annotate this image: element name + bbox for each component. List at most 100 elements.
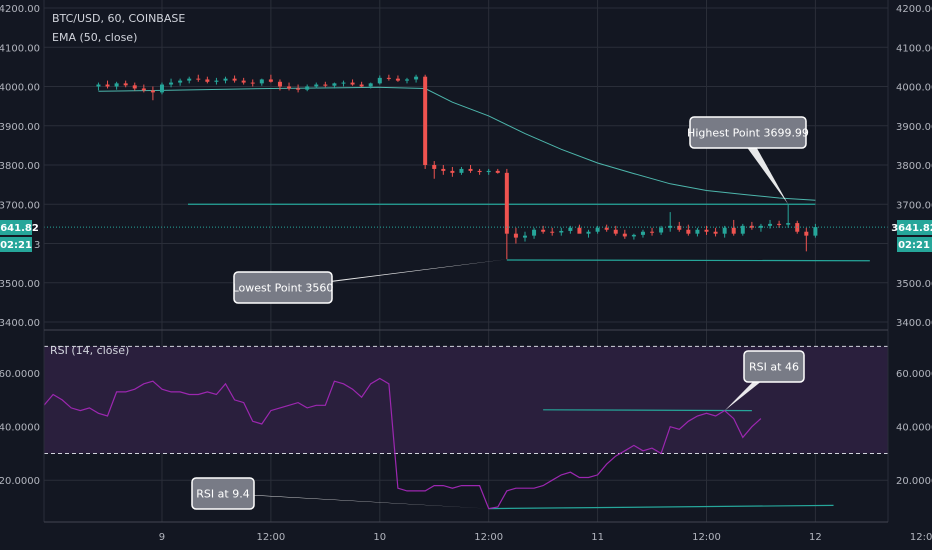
candle-body-76[interactable] <box>786 223 791 225</box>
candle-body-9[interactable] <box>178 80 183 83</box>
price-trendline-1 <box>506 259 870 262</box>
candle-body-63[interactable] <box>668 225 673 228</box>
candle-body-34[interactable] <box>405 79 410 81</box>
candle-body-13[interactable] <box>214 80 219 82</box>
candle-body-15[interactable] <box>232 78 237 81</box>
price-tick-left-6: 4000.00 <box>0 83 40 94</box>
price-tick-right-5: 3900.00 <box>896 122 932 133</box>
candle-body-49[interactable] <box>541 229 546 232</box>
candle-body-42[interactable] <box>477 170 482 173</box>
candle-body-36[interactable] <box>423 76 428 165</box>
candle-body-52[interactable] <box>568 227 573 231</box>
candle-body-55[interactable] <box>595 227 600 232</box>
candle-body-70[interactable] <box>731 227 736 234</box>
candle-body-14[interactable] <box>223 78 228 81</box>
candle-body-27[interactable] <box>341 82 346 84</box>
candle-body-0[interactable] <box>96 84 101 87</box>
candle-body-17[interactable] <box>250 82 255 84</box>
annotation-callouts: Highest Point 3699.99 Lowest Point 3560 RS… <box>191 116 809 510</box>
candle-body-6[interactable] <box>150 90 155 93</box>
candle-body-35[interactable] <box>414 76 419 80</box>
candle-body-3[interactable] <box>123 83 128 86</box>
candle-body-30[interactable] <box>368 83 373 87</box>
candle-body-48[interactable] <box>532 229 537 236</box>
candle-body-54[interactable] <box>586 231 591 234</box>
candle-body-19[interactable] <box>268 79 273 82</box>
candle-body-38[interactable] <box>441 168 446 171</box>
candle-body-50[interactable] <box>550 231 555 233</box>
candle-body-45[interactable] <box>504 172 509 234</box>
candle-body-46[interactable] <box>513 233 518 238</box>
candle-body-32[interactable] <box>386 77 391 79</box>
candle-body-8[interactable] <box>169 82 174 85</box>
price-tag-right-value: 3641.82 <box>891 223 932 234</box>
candle-body-64[interactable] <box>677 225 682 230</box>
callout-1-1: RSI at 9.4 <box>191 477 489 510</box>
candle-body-66[interactable] <box>695 229 700 234</box>
chart-title: BTC/USD, 60, COINBASE <box>52 12 185 25</box>
candle-body-75[interactable] <box>777 223 782 225</box>
candle-body-62[interactable] <box>659 227 664 233</box>
candle-body-59[interactable] <box>631 234 636 237</box>
price-tick-left-4: 3800.00 <box>0 161 40 172</box>
candle-body-58[interactable] <box>622 233 627 237</box>
candle-body-31[interactable] <box>377 77 382 84</box>
candle-body-74[interactable] <box>768 223 773 226</box>
candle-body-79[interactable] <box>813 227 818 236</box>
candle-body-20[interactable] <box>277 81 282 87</box>
candle-body-61[interactable] <box>650 231 655 233</box>
candle-body-73[interactable] <box>758 225 763 228</box>
candle-body-57[interactable] <box>613 229 618 234</box>
candle-body-22[interactable] <box>296 88 301 90</box>
price-tick-left-8: 4200.00 <box>0 4 40 15</box>
candle-body-53[interactable] <box>577 227 582 234</box>
candle-body-41[interactable] <box>468 168 473 171</box>
candle-body-56[interactable] <box>604 227 609 230</box>
candle-body-33[interactable] <box>395 78 400 81</box>
candle-body-78[interactable] <box>804 231 809 236</box>
candle-body-5[interactable] <box>141 88 146 91</box>
price-tick-right-8: 4200.00 <box>896 4 932 15</box>
callout-box-1-0 <box>743 350 805 383</box>
candle-body-71[interactable] <box>740 225 745 234</box>
candle-body-37[interactable] <box>432 165 437 169</box>
candle-body-72[interactable] <box>749 225 754 228</box>
candle-body-60[interactable] <box>640 231 645 235</box>
candle-body-25[interactable] <box>323 84 328 86</box>
candle-body-2[interactable] <box>114 83 119 87</box>
candle-body-12[interactable] <box>205 79 210 82</box>
candle-body-68[interactable] <box>713 231 718 234</box>
candle-body-65[interactable] <box>686 229 691 234</box>
candle-body-1[interactable] <box>105 84 110 87</box>
price-tick-left-7: 4100.00 <box>0 43 40 54</box>
candle-body-67[interactable] <box>704 229 709 232</box>
candle-body-44[interactable] <box>495 170 500 173</box>
candle-body-11[interactable] <box>196 78 201 80</box>
trendline-layer <box>188 203 870 510</box>
candle-body-4[interactable] <box>132 85 137 89</box>
candle-body-21[interactable] <box>287 86 292 89</box>
candle-body-26[interactable] <box>332 83 337 86</box>
rsi-trendline-1 <box>488 504 834 510</box>
candle-body-43[interactable] <box>486 170 491 173</box>
candle-body-69[interactable] <box>722 227 727 234</box>
candlestick-series[interactable] <box>96 74 818 260</box>
candle-body-40[interactable] <box>459 168 464 173</box>
callout-pointer-0-0 <box>736 132 789 205</box>
rsi-tick-left-2: 60.0000 <box>0 369 40 380</box>
rsi-tick-right-0: 20.0000 <box>896 476 932 487</box>
candle-body-7[interactable] <box>159 84 164 93</box>
candle-body-24[interactable] <box>314 84 319 87</box>
rsi-tick-right-2: 60.0000 <box>896 369 932 380</box>
candle-body-10[interactable] <box>187 78 192 81</box>
candle-body-29[interactable] <box>359 84 364 87</box>
callout-pointer-1-1 <box>217 493 489 509</box>
candle-body-39[interactable] <box>450 170 455 173</box>
candle-body-18[interactable] <box>259 79 264 84</box>
candle-body-51[interactable] <box>559 230 564 233</box>
candle-body-23[interactable] <box>305 86 310 90</box>
candle-body-47[interactable] <box>522 235 527 238</box>
candle-body-28[interactable] <box>350 82 355 85</box>
candle-body-16[interactable] <box>241 80 246 83</box>
